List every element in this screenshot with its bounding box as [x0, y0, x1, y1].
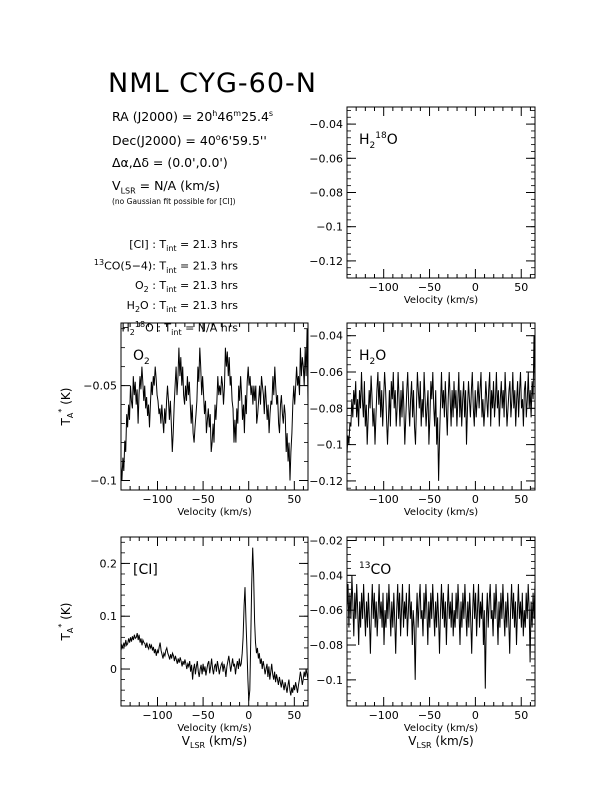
- dec-line: Dec(J2000) = 40o6'59.5'': [112, 133, 267, 149]
- x-tick-label: 0: [245, 709, 252, 722]
- integration-line: H218O : Tint = N/A hrs: [121, 320, 238, 337]
- y-tick-label: −0.06: [309, 604, 343, 617]
- vlsr-sub: LSR: [120, 186, 136, 196]
- plot-frame: [120, 536, 309, 707]
- vlsr-axis-label: VLSR (km/s): [408, 734, 473, 750]
- x-tick-label: 50: [287, 493, 301, 506]
- x-tick-label: −50: [418, 493, 441, 506]
- y-axis-label: TA* (K): [57, 603, 75, 642]
- y-tick-label: −0.12: [309, 475, 343, 488]
- y-tick-label: −0.06: [309, 152, 343, 165]
- vlsr-axis-label: VLSR (km/s): [182, 734, 247, 750]
- integration-line: H2O : Tint = 21.3 hrs: [126, 299, 238, 315]
- y-tick-label: −0.08: [309, 639, 343, 652]
- dec-rest: 6'59.5'': [220, 133, 267, 149]
- plot-frame: [346, 322, 536, 491]
- panel-label: [CI]: [133, 562, 158, 578]
- x-tick-label: 0: [472, 493, 479, 506]
- vlsr-value: = N/A (km/s): [135, 178, 221, 193]
- x-tick-label: 50: [514, 281, 528, 294]
- x-axis-label: Velocity (km/s): [177, 723, 251, 734]
- x-tick-label: −100: [142, 493, 172, 506]
- integration-line: 13CO(5−4): Tint = 21.3 hrs: [93, 258, 238, 275]
- panel-label: 13CO: [359, 561, 391, 578]
- vlsr-line: VLSR = N/A (km/s): [112, 178, 220, 196]
- y-tick-label: −0.12: [309, 255, 343, 268]
- x-tick-label: −50: [191, 709, 214, 722]
- y-tick-label: −0.1: [90, 475, 117, 488]
- x-tick-label: −50: [191, 493, 214, 506]
- x-tick-label: 0: [245, 493, 252, 506]
- ra-line: RA (J2000) = 20h46m25.4s: [112, 109, 274, 125]
- x-axis-label: Velocity (km/s): [404, 507, 478, 518]
- ra-seconds: 25.4: [241, 109, 269, 125]
- x-tick-label: −100: [369, 281, 399, 294]
- y-tick-label: −0.06: [309, 366, 343, 379]
- spectrum-line: [346, 575, 536, 689]
- ra-hours: 20: [196, 109, 213, 125]
- x-tick-label: 50: [514, 493, 528, 506]
- page-title: NML CYG-60-N: [108, 68, 317, 99]
- x-tick-label: −50: [418, 281, 441, 294]
- y-tick-label: −0.1: [316, 439, 343, 452]
- panel-label: H2O: [359, 348, 386, 367]
- y-tick-label: 0: [110, 663, 117, 676]
- plot-frame: [346, 536, 536, 707]
- plot-frame: [120, 322, 309, 491]
- integration-line: O2 : Tint = 21.3 hrs: [134, 279, 238, 295]
- x-tick-label: 0: [472, 709, 479, 722]
- x-tick-label: −50: [418, 709, 441, 722]
- panel-label: H218O: [359, 131, 398, 151]
- x-tick-label: 50: [514, 709, 528, 722]
- dec-label: Dec(J2000) =: [112, 133, 196, 149]
- y-tick-label: 0.2: [100, 557, 118, 570]
- y-tick-label: −0.04: [309, 569, 343, 582]
- spectrum-line: [346, 335, 536, 481]
- x-axis-label: Velocity (km/s): [404, 295, 478, 306]
- x-axis-label: Velocity (km/s): [404, 723, 478, 734]
- y-tick-label: −0.08: [309, 187, 343, 200]
- ra-minutes: 46: [217, 109, 234, 125]
- y-tick-label: −0.05: [83, 380, 117, 393]
- y-tick-label: −0.04: [309, 118, 343, 131]
- y-tick-label: −0.1: [316, 674, 343, 687]
- y-axis-label: TA* (K): [57, 388, 75, 427]
- vlsr-v: V: [112, 178, 121, 193]
- x-tick-label: −100: [369, 493, 399, 506]
- x-tick-label: −100: [369, 709, 399, 722]
- spectrum-line: [120, 328, 309, 481]
- fit-note: (no Gaussian fit possible for [CI]): [112, 197, 236, 206]
- spectrum-line: [120, 547, 309, 701]
- panel-label: O2: [133, 348, 150, 367]
- x-axis-label: Velocity (km/s): [177, 507, 251, 518]
- ra-label: RA (J2000) =: [112, 109, 193, 125]
- y-tick-label: −0.08: [309, 402, 343, 415]
- x-tick-label: 50: [287, 709, 301, 722]
- offset-line: Δα,Δδ = (0.0',0.0'): [112, 155, 228, 170]
- dec-degrees: 40: [199, 133, 216, 149]
- integration-line: [CI] : Tint = 21.3 hrs: [129, 238, 238, 254]
- y-tick-label: 0.1: [100, 610, 118, 623]
- x-tick-label: 0: [472, 281, 479, 294]
- y-tick-label: −0.04: [309, 330, 343, 343]
- x-tick-label: −100: [142, 709, 172, 722]
- y-tick-label: −0.1: [316, 221, 343, 234]
- y-tick-label: −0.02: [309, 534, 343, 547]
